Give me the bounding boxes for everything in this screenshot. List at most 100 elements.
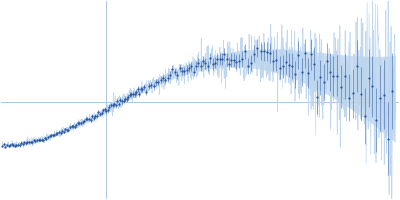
Point	[264, 50, 270, 53]
Point	[358, 92, 364, 95]
Point	[267, 51, 273, 55]
Point	[270, 59, 276, 62]
Point	[148, 83, 154, 86]
Point	[162, 78, 168, 82]
Point	[377, 97, 384, 100]
Point	[30, 138, 37, 142]
Point	[111, 103, 117, 106]
Point	[242, 50, 248, 53]
Point	[60, 130, 67, 133]
Point	[82, 117, 89, 121]
Point	[4, 144, 10, 147]
Point	[224, 58, 230, 61]
Point	[109, 103, 116, 107]
Point	[155, 80, 162, 84]
Point	[308, 53, 314, 56]
Point	[73, 123, 80, 126]
Point	[43, 137, 50, 140]
Point	[2, 145, 9, 149]
Point	[141, 85, 147, 88]
Point	[338, 85, 344, 88]
Point	[205, 64, 211, 68]
Point	[324, 59, 330, 63]
Point	[176, 67, 183, 70]
Point	[136, 92, 142, 95]
Point	[127, 93, 133, 96]
Point	[24, 141, 31, 144]
Point	[212, 61, 218, 64]
Point	[209, 62, 216, 66]
Point	[302, 52, 308, 55]
Point	[10, 144, 16, 147]
Point	[193, 64, 199, 67]
Point	[62, 128, 68, 131]
Point	[346, 96, 352, 99]
Point	[68, 125, 75, 128]
Point	[21, 141, 28, 144]
Point	[26, 141, 32, 144]
Point	[228, 59, 235, 62]
Point	[273, 59, 280, 62]
Point	[34, 139, 40, 142]
Point	[153, 81, 159, 84]
Point	[169, 68, 176, 71]
Point	[143, 90, 150, 93]
Point	[40, 139, 46, 142]
Point	[251, 52, 258, 55]
Point	[16, 144, 23, 147]
Point	[139, 88, 146, 91]
Point	[122, 97, 128, 101]
Point	[59, 129, 65, 133]
Point	[95, 111, 102, 114]
Point	[160, 77, 166, 80]
Point	[327, 71, 333, 74]
Point	[94, 115, 100, 118]
Point	[258, 49, 264, 52]
Point	[117, 98, 124, 101]
Point	[198, 64, 204, 67]
Point	[183, 68, 190, 71]
Point	[158, 78, 164, 82]
Point	[174, 73, 180, 76]
Point	[46, 134, 53, 138]
Point	[32, 139, 38, 143]
Point	[164, 76, 171, 79]
Point	[98, 111, 105, 114]
Point	[128, 93, 135, 96]
Point	[50, 134, 56, 137]
Point	[260, 50, 267, 53]
Point	[381, 93, 388, 96]
Point	[65, 128, 72, 132]
Point	[216, 58, 223, 61]
Point	[231, 59, 237, 62]
Point	[132, 92, 138, 95]
Point	[103, 110, 110, 113]
Point	[72, 125, 78, 128]
Point	[202, 62, 209, 65]
Point	[286, 63, 292, 67]
Point	[245, 64, 251, 67]
Point	[146, 84, 152, 87]
Point	[8, 143, 15, 146]
Point	[200, 60, 206, 63]
Point	[314, 95, 320, 99]
Point	[186, 66, 192, 69]
Point	[138, 88, 144, 91]
Point	[56, 130, 62, 133]
Point	[35, 138, 42, 141]
Point	[51, 133, 58, 137]
Point	[108, 103, 114, 107]
Point	[311, 62, 317, 65]
Point	[276, 66, 283, 69]
Point	[13, 144, 20, 147]
Point	[20, 142, 26, 145]
Point	[365, 76, 372, 80]
Point	[53, 132, 59, 135]
Point	[80, 120, 86, 123]
Point	[207, 57, 214, 60]
Point	[29, 141, 36, 144]
Point	[130, 92, 136, 95]
Point	[280, 65, 286, 68]
Point	[125, 95, 132, 99]
Point	[373, 118, 380, 122]
